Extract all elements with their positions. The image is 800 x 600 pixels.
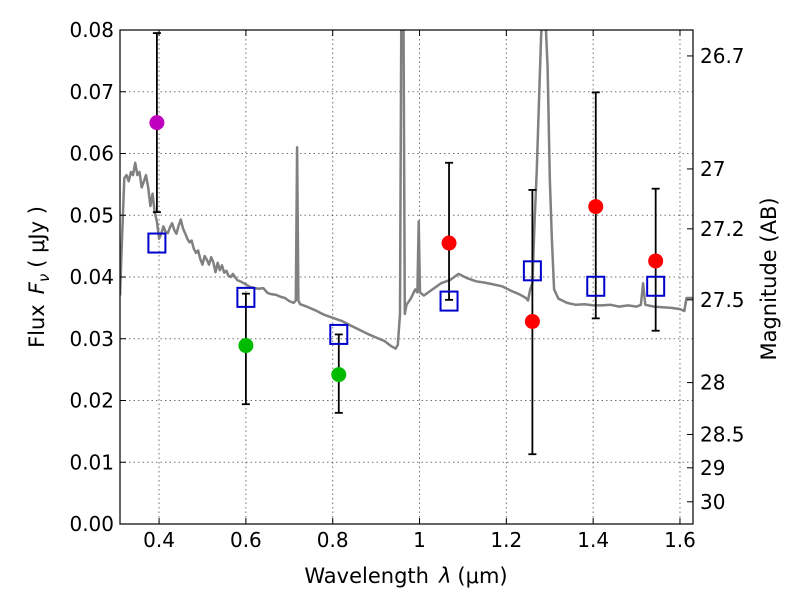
right-tick-label: 29 bbox=[700, 456, 725, 480]
x-tick-label: 0.6 bbox=[230, 528, 262, 552]
model-square bbox=[522, 260, 542, 282]
model-spectrum bbox=[120, 30, 693, 350]
model-square bbox=[586, 275, 606, 297]
photometry-point bbox=[149, 115, 165, 131]
model-square bbox=[439, 290, 459, 312]
photometry-point bbox=[331, 367, 347, 383]
model-square bbox=[329, 323, 349, 345]
right-tick-label: 28.5 bbox=[700, 422, 745, 446]
y-tick-label: 0.02 bbox=[69, 389, 114, 413]
x-tick-label: 0.8 bbox=[317, 528, 349, 552]
model-photometry-squares bbox=[147, 232, 666, 345]
y-tick-label: 0.00 bbox=[69, 512, 114, 536]
x-tick-label: 1.2 bbox=[490, 528, 522, 552]
y-tick-label: 0.07 bbox=[69, 80, 114, 104]
photometry-point bbox=[524, 313, 540, 329]
right-tick-label: 27.5 bbox=[700, 288, 745, 312]
photometry-point bbox=[588, 199, 604, 215]
model-square bbox=[646, 275, 666, 297]
right-y-axis-label: Magnitude (AB) bbox=[757, 197, 781, 360]
right-tick-label: 28 bbox=[700, 371, 725, 395]
right-axis-ticks: 26.7 27 27.2 27.5 28 28.5 29 30 bbox=[687, 44, 745, 514]
y-tick-label: 0.04 bbox=[69, 265, 114, 289]
y-axis-ticks: 0.00 0.01 0.02 0.03 0.04 0.05 0.06 0.07 0.08 bbox=[69, 18, 126, 536]
x-tick-label: 1.4 bbox=[577, 528, 609, 552]
x-tick-label: 1.6 bbox=[664, 528, 696, 552]
photometry-point bbox=[441, 235, 457, 251]
y-tick-label: 0.03 bbox=[69, 327, 114, 351]
y-tick-label: 0.05 bbox=[69, 203, 114, 227]
x-axis-ticks: 0.4 0.6 0.8 1 1.2 1.4 1.6 bbox=[143, 30, 696, 552]
right-tick-label: 27.2 bbox=[700, 217, 745, 241]
right-tick-label: 27 bbox=[700, 157, 725, 181]
y-axis-label: FluxFν( μJy ) bbox=[25, 206, 53, 348]
gridlines bbox=[120, 29, 693, 525]
y-tick-label: 0.01 bbox=[69, 450, 114, 474]
y-tick-label: 0.08 bbox=[69, 18, 114, 42]
x-tick-label: 1 bbox=[413, 528, 426, 552]
observed-photometry-points bbox=[149, 115, 664, 383]
right-tick-label: 26.7 bbox=[700, 44, 745, 68]
spectrum-line bbox=[120, 30, 693, 350]
error-bars bbox=[152, 32, 660, 456]
model-square bbox=[236, 286, 256, 308]
photometry-point bbox=[648, 253, 664, 269]
photometry-point bbox=[238, 338, 254, 354]
y-tick-label: 0.06 bbox=[69, 142, 114, 166]
x-tick-label: 0.4 bbox=[143, 528, 175, 552]
model-square bbox=[147, 232, 167, 254]
right-tick-label: 30 bbox=[700, 490, 725, 514]
x-axis-label: Wavelength λ (μm) bbox=[304, 564, 507, 588]
